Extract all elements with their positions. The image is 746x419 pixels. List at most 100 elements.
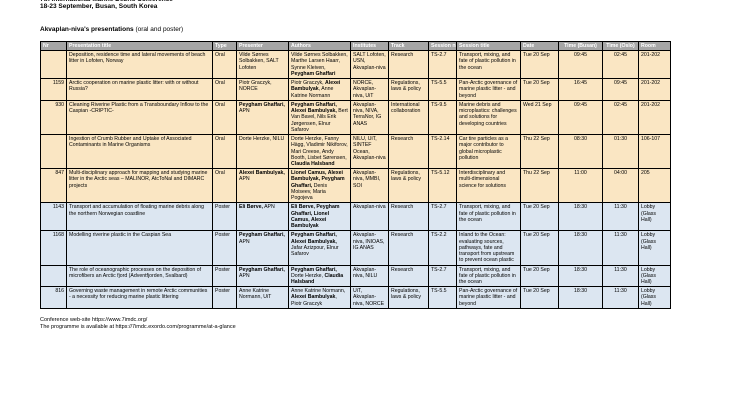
cell-title: Cleaning Riverine Plastic from a Transbo… — [66, 99, 213, 136]
author-name: , Anne Katrine Normann — [291, 86, 334, 99]
cell-time_oslo: 11:30 — [602, 286, 639, 309]
cell-time_oslo: 09:45 — [602, 78, 639, 101]
table-row: 1143 Transport and accumulation of floati… — [40, 202, 671, 232]
table-row: 1159 Arctic cooperation on marine plastic… — [40, 78, 671, 101]
cell-track: Regulations, laws & policy — [388, 168, 429, 204]
footer-website-line: Conference web-site https://www.7imdc.or… — [40, 316, 148, 323]
cell-presenter: Peygham Ghaffari, APN — [236, 99, 289, 136]
cell-session_nr: TS-5.12 — [428, 168, 457, 204]
cell-authors: Anne Katrine Normann, Alexei Bambulyak, … — [288, 286, 351, 309]
cell-institutes: Akvaplan-niva, MMBI, SOI — [350, 168, 389, 204]
cell-authors: Peygham Ghaffari, Dorte Herzke, Claudia … — [288, 264, 351, 288]
cell-time_busan: 09:45 — [558, 99, 603, 136]
cell-institutes: SALT Lofoten, USN, Akvaplan-niva — [350, 50, 389, 80]
cell-title: Transport and accumulation of floating m… — [66, 202, 213, 232]
author-name: APN — [239, 176, 250, 183]
cell-title: Multi-disciplinary approach for mapping … — [66, 168, 213, 204]
author-name-highlighted: Peygham Ghaffari, Alexei Bambulyak, — [291, 232, 337, 245]
author-name-highlighted: Claudia Halsband — [291, 272, 344, 285]
cell-type: Oral — [212, 78, 237, 101]
cell-type: Oral — [212, 50, 237, 80]
cell-type: Poster — [212, 202, 237, 232]
cell-time_busan: 16:45 — [558, 78, 603, 101]
cell-presenter: Anne Katrine Normann, UiT — [236, 286, 289, 309]
cell-institutes: Akvaplan-niva — [350, 202, 389, 232]
cell-session_nr: TS-2.14 — [428, 134, 457, 170]
cell-institutes: NORCE, Akvaplan-niva, UiT — [350, 78, 389, 101]
table-body: Deposition, residence time and lateral m… — [40, 50, 671, 309]
cell-type: Oral — [212, 99, 237, 136]
author-name: Dorte Herzke, NILU — [239, 136, 285, 143]
cell-session_title: Pan-Arctic governance of marine plastic … — [456, 78, 521, 101]
column-header-room: Room — [638, 40, 671, 52]
column-header-institutes: Institutes — [350, 40, 389, 52]
cell-title: Arctic cooperation on marine plastic lit… — [66, 78, 213, 101]
cell-title: The role of oceanographic processes on t… — [66, 264, 213, 288]
cell-date: Tue 20 Sep — [520, 230, 559, 266]
table-row: 1168 Modelling riverine plastic in the Ca… — [40, 230, 671, 266]
author-name-highlighted: Claudia Halsband — [291, 160, 335, 167]
cell-session_nr: TS-2.7 — [428, 50, 457, 80]
table-row: Ingestion of Crumb Rubber and Uptake of … — [40, 134, 671, 170]
cell-nr — [40, 50, 67, 80]
cell-time_oslo: 11:30 — [602, 202, 639, 232]
author-name: APN — [262, 204, 275, 211]
section-heading: Akvaplan-niva's presentations (oral and … — [40, 26, 746, 34]
cell-nr: 847 — [40, 168, 67, 204]
cell-date: Wed 21 Sep — [520, 99, 559, 136]
cell-track: Research — [388, 202, 429, 232]
author-name: Jafar Azizpour, Elnur Safarov — [291, 244, 339, 258]
cell-room: 205 — [638, 168, 671, 204]
author-name: Vilde Sørnes Solbakken, SALT Lofoten — [239, 52, 279, 71]
cell-time_busan: 11:00 — [558, 168, 603, 204]
cell-track: Research — [388, 230, 429, 266]
table-row: 816 Governing waste management in remote … — [40, 286, 671, 309]
cell-type: Poster — [212, 286, 237, 309]
cell-session_title: Transport, mixing, and fate of plastic p… — [456, 202, 521, 232]
cell-presenter: Peygham Ghaffari, APN — [236, 230, 289, 266]
author-name-highlighted: Peygham Ghaffari — [291, 70, 336, 77]
table-row: Deposition, residence time and lateral m… — [40, 50, 671, 80]
author-name-highlighted: Peygham Ghaffari, — [239, 232, 285, 239]
cell-date: Tue 20 Sep — [520, 78, 559, 101]
cell-track: Research — [388, 134, 429, 170]
cell-presenter: Eli Børve, APN — [236, 202, 289, 232]
cell-authors: Dorte Herzke, Fanny Hägg, Vladimir Nikif… — [288, 134, 351, 170]
cell-nr: 1168 — [40, 230, 67, 266]
cell-time_oslo: 11:30 — [602, 230, 639, 266]
column-header-time_busan: Time (Busan) — [558, 40, 603, 52]
column-header-session_nr: Session nr — [428, 40, 457, 52]
cell-room: 106-107 — [638, 134, 671, 170]
author-name: APN — [239, 238, 250, 245]
cell-time_oslo: 04:00 — [602, 168, 639, 204]
author-name: Piotr Graczyk, — [291, 80, 326, 87]
column-header-track: Track — [388, 40, 429, 52]
author-name: Anne Katrine Normann, — [291, 288, 346, 295]
cell-date: Tue 20 Sep — [520, 50, 559, 80]
cell-institutes: Akvaplan-niva, NIVA, TerraNor, IG ANAS — [350, 99, 389, 136]
column-header-title: Presentation title — [66, 40, 213, 52]
cell-time_busan: 18:30 — [558, 286, 603, 309]
cell-authors: Vilde Sørnes Solbakken, Marthe Larsen Ha… — [288, 50, 351, 80]
column-header-date: Date — [520, 40, 559, 52]
cell-type: Poster — [212, 230, 237, 266]
author-name: Vilde Sørnes Solbakken, Marthe Larsen Ha… — [291, 52, 348, 71]
cell-track: Research — [388, 50, 429, 80]
cell-presenter: Vilde Sørnes Solbakken, SALT Lofoten — [236, 50, 289, 80]
cell-type: Poster — [212, 264, 237, 288]
table-row: 930 Cleaning Riverine Plastic from a Tran… — [40, 99, 671, 136]
cell-date: Thu 22 Sep — [520, 134, 559, 170]
cell-nr: 1159 — [40, 78, 67, 101]
cell-nr — [40, 134, 67, 170]
cell-authors: Eli Børve, Peygham Ghaffari, Lionel Camu… — [288, 202, 351, 232]
section-heading-bold: Akvaplan-niva's presentations — [40, 26, 134, 33]
author-name-highlighted: Alexei Bambulyak — [291, 294, 336, 301]
cell-date: Tue 20 Sep — [520, 264, 559, 288]
cell-session_title: Car tire particles as a major contributo… — [456, 134, 521, 170]
cell-time_busan: 09:45 — [558, 50, 603, 80]
column-header-type: Type — [212, 40, 237, 52]
cell-room: Lobby (Glass Hall) — [638, 264, 671, 288]
column-header-session_title: Session title — [456, 40, 521, 52]
cell-time_busan: 18:30 — [558, 264, 603, 288]
author-name-highlighted: Alexei Bambulyak — [291, 80, 341, 93]
